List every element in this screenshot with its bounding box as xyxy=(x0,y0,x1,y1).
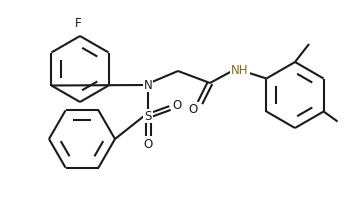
Text: O: O xyxy=(143,138,153,150)
Text: O: O xyxy=(189,103,198,115)
Text: S: S xyxy=(144,110,152,123)
Text: N: N xyxy=(144,78,152,92)
Text: O: O xyxy=(173,99,182,111)
Text: NH: NH xyxy=(231,64,249,77)
Text: F: F xyxy=(75,17,81,30)
